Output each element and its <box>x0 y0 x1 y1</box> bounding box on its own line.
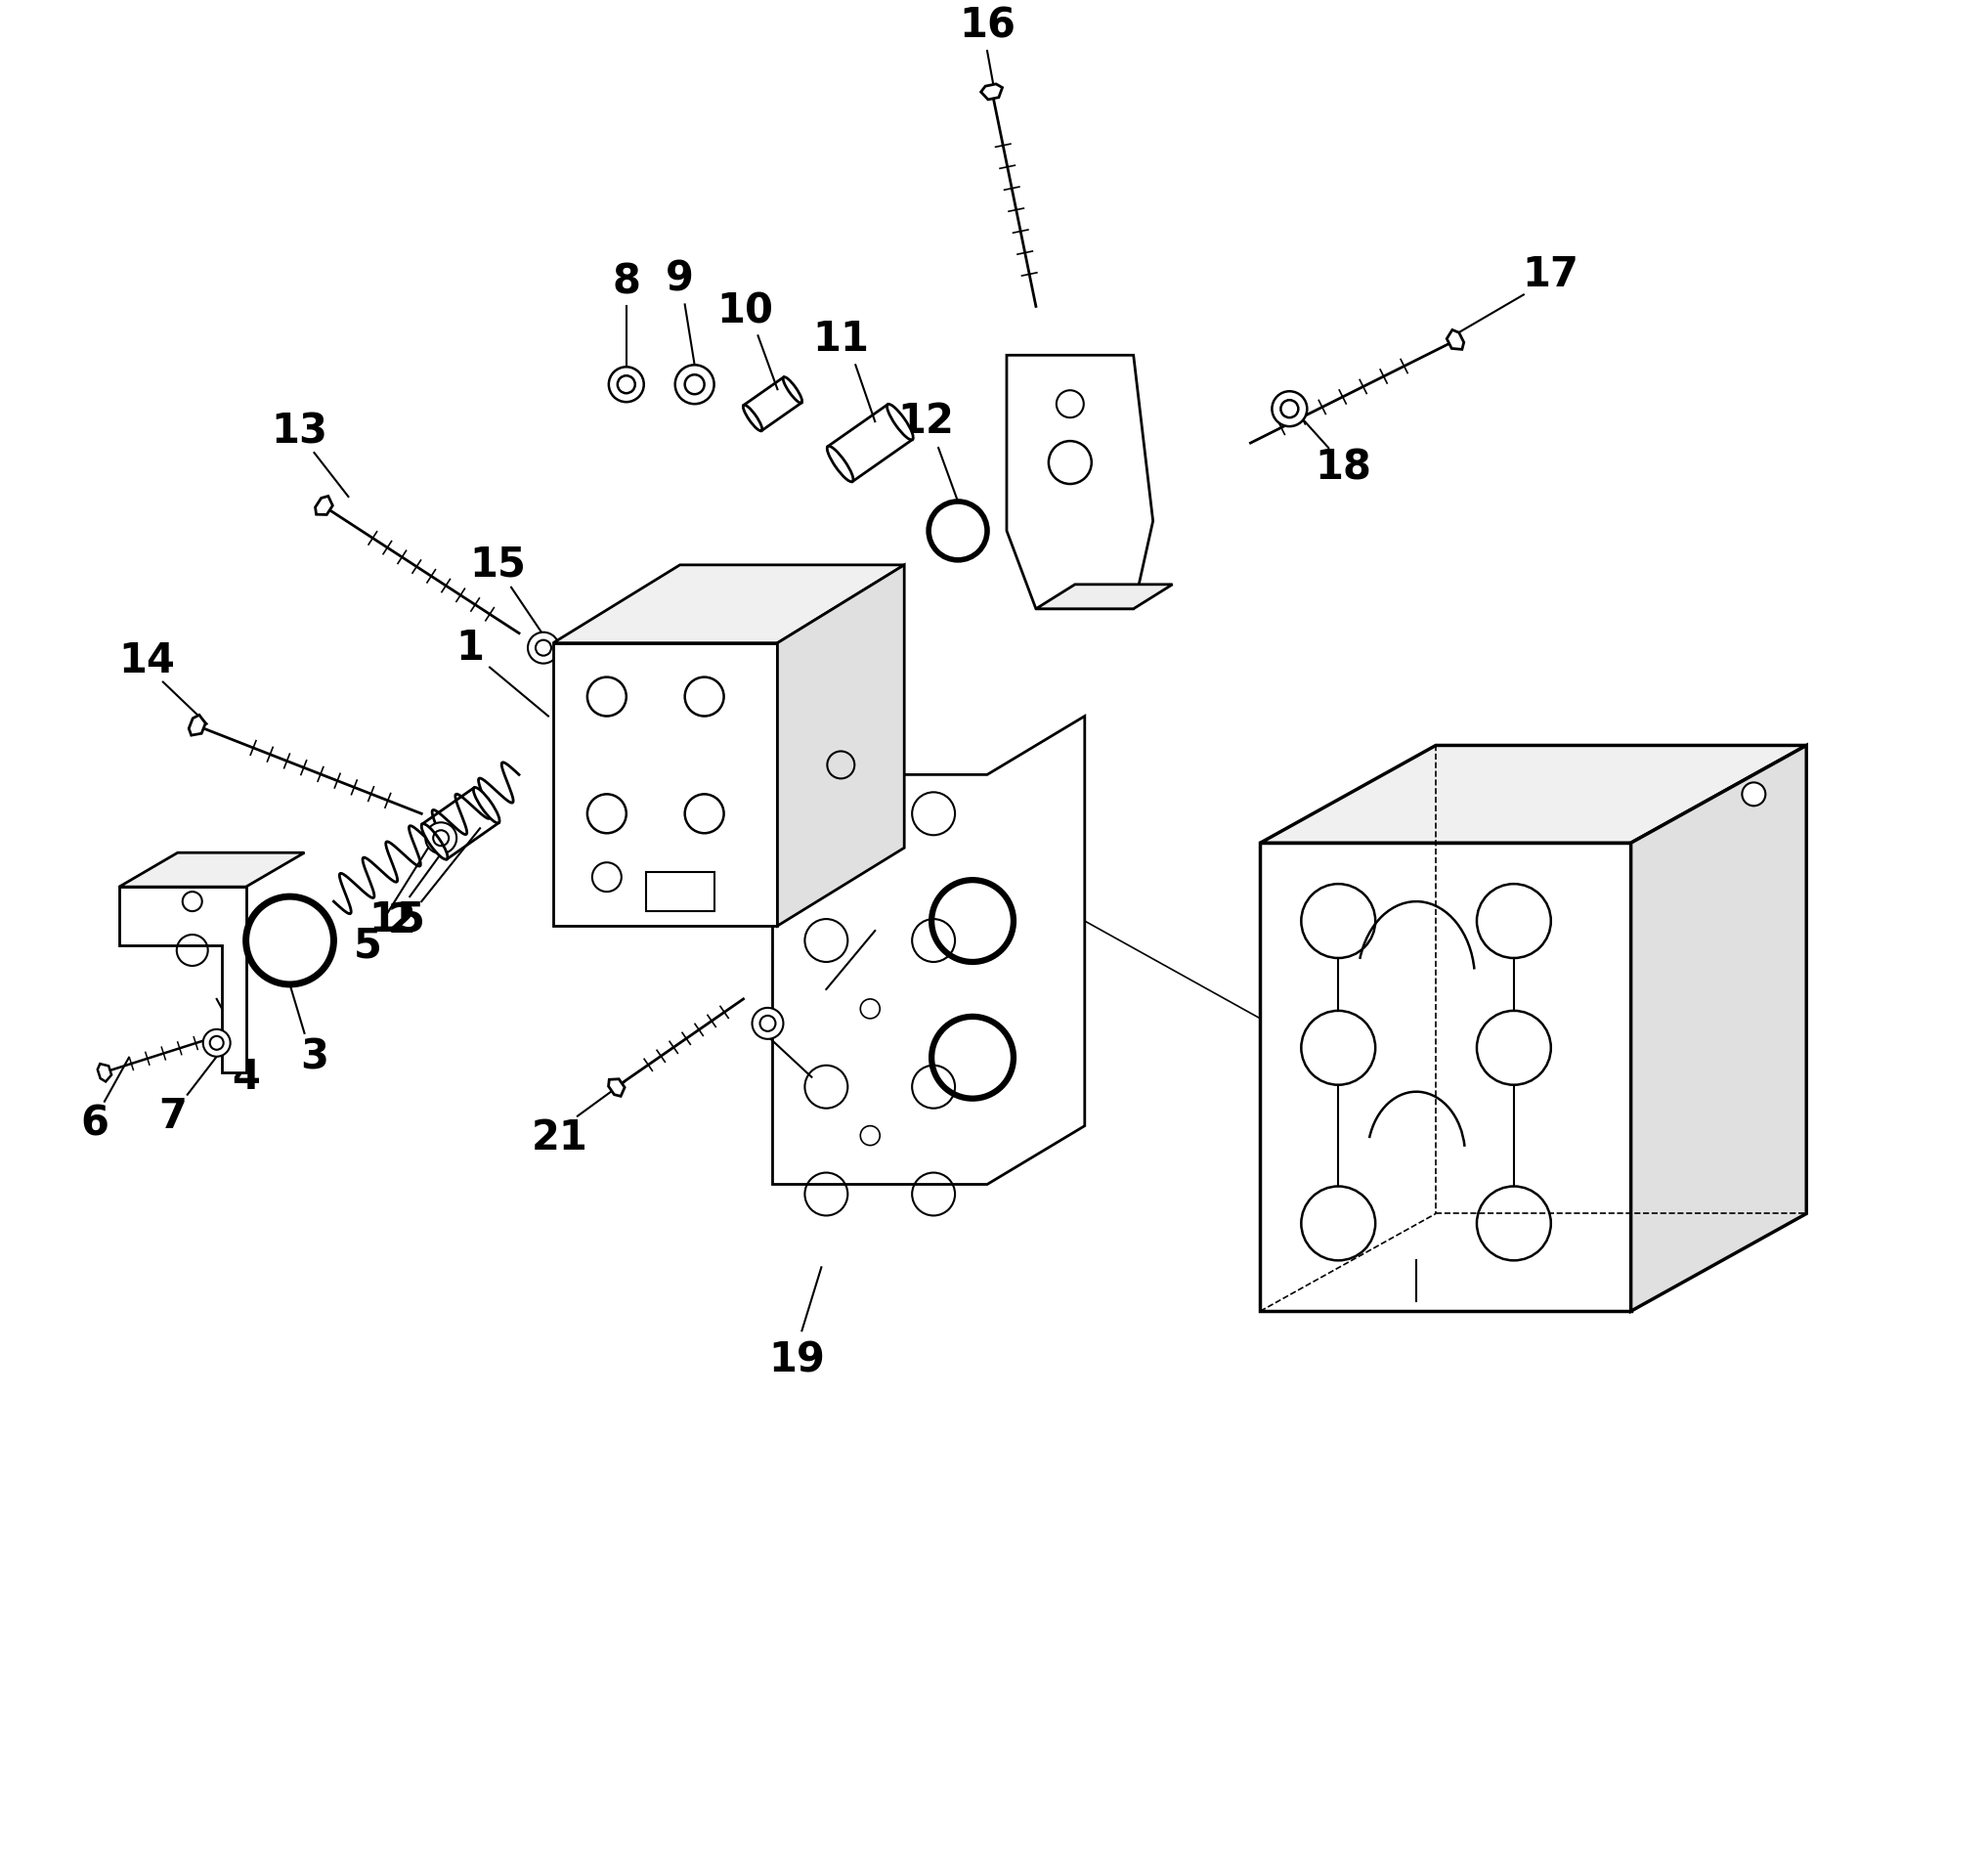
Text: 14: 14 <box>117 640 175 681</box>
Text: 18: 18 <box>1314 446 1372 488</box>
Polygon shape <box>773 717 1085 1184</box>
Text: 4: 4 <box>233 1056 260 1097</box>
Circle shape <box>1741 782 1765 807</box>
Polygon shape <box>316 495 332 514</box>
Circle shape <box>425 822 457 854</box>
Text: 9: 9 <box>666 259 694 300</box>
Ellipse shape <box>887 403 912 439</box>
Polygon shape <box>980 84 1002 99</box>
Text: 8: 8 <box>612 261 640 302</box>
Text: 19: 19 <box>769 1339 825 1381</box>
Polygon shape <box>189 715 205 735</box>
Polygon shape <box>608 1079 624 1096</box>
Polygon shape <box>1006 355 1153 610</box>
Text: 15: 15 <box>370 899 425 940</box>
Ellipse shape <box>827 446 853 482</box>
Text: 16: 16 <box>958 6 1016 45</box>
Ellipse shape <box>744 405 761 431</box>
Text: 21: 21 <box>531 1116 588 1157</box>
Text: 7: 7 <box>159 1096 187 1137</box>
Circle shape <box>203 1030 231 1056</box>
Ellipse shape <box>421 824 447 859</box>
Polygon shape <box>1260 842 1630 1311</box>
Polygon shape <box>1447 330 1463 349</box>
Text: 1: 1 <box>455 627 485 668</box>
Polygon shape <box>553 643 777 927</box>
Text: 2: 2 <box>388 900 415 942</box>
Text: 13: 13 <box>270 411 328 452</box>
Text: 15: 15 <box>469 544 527 585</box>
Circle shape <box>751 1007 783 1039</box>
Text: 17: 17 <box>1523 255 1578 296</box>
Polygon shape <box>1036 585 1173 610</box>
Text: 11: 11 <box>813 319 869 360</box>
Circle shape <box>1272 392 1306 426</box>
Ellipse shape <box>473 788 499 824</box>
Text: 22: 22 <box>799 1077 857 1116</box>
Circle shape <box>608 368 644 401</box>
Polygon shape <box>1260 745 1807 842</box>
Polygon shape <box>777 565 905 927</box>
Text: 3: 3 <box>300 1037 328 1079</box>
Polygon shape <box>119 854 304 887</box>
Polygon shape <box>97 1064 111 1082</box>
Text: 6: 6 <box>82 1103 109 1144</box>
Text: 20: 20 <box>781 992 839 1034</box>
Text: 10: 10 <box>718 291 773 332</box>
Polygon shape <box>119 887 247 1073</box>
Polygon shape <box>1630 745 1807 1311</box>
Text: 5: 5 <box>354 925 382 966</box>
Polygon shape <box>553 565 905 643</box>
Circle shape <box>676 366 714 403</box>
Circle shape <box>527 632 559 664</box>
Ellipse shape <box>783 377 801 403</box>
Text: 12: 12 <box>897 401 954 443</box>
